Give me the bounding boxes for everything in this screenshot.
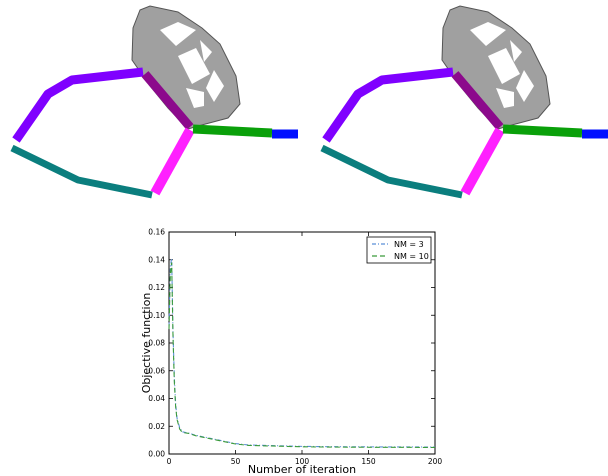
left-link-violet <box>12 67 144 143</box>
y-tick-label: 0.08 <box>148 339 165 348</box>
right-link-purple <box>451 71 504 130</box>
right-mesh-hole-4 <box>516 70 534 102</box>
y-tick-label: 0.06 <box>148 366 165 375</box>
left-mesh-hole-5 <box>186 88 204 108</box>
right-mesh-hole-2 <box>510 40 522 62</box>
y-tick-label: 0.14 <box>148 255 165 264</box>
x-tick-label: 0 <box>167 457 172 466</box>
series-lines <box>168 258 436 449</box>
left-link-green <box>192 124 273 138</box>
y-tick-label: 0.00 <box>148 450 165 459</box>
y-tick-label: 0.12 <box>148 283 165 292</box>
right-link-green <box>502 124 583 138</box>
legend-label-nm3: NM = 3 <box>394 240 424 249</box>
right-mesh-hole-1 <box>470 22 506 46</box>
left-mesh-hole-3 <box>178 48 210 84</box>
plot-area <box>168 231 436 455</box>
legend-label-nm10: NM = 10 <box>394 252 429 261</box>
right-link-violet <box>322 67 454 143</box>
y-tick-label: 0.10 <box>148 311 165 320</box>
right-linkage <box>320 5 608 199</box>
left-mesh-hole-2 <box>200 40 212 62</box>
left-link-teal <box>10 144 153 199</box>
y-tick-label: 0.04 <box>148 394 165 403</box>
y-axis-ticks: 0.00 0.02 0.04 0.06 0.08 0.10 0.12 0.14 0.16 <box>148 228 435 459</box>
y-axis-title: Objective function <box>140 293 153 394</box>
left-link-purple <box>141 71 194 130</box>
right-link-teal <box>320 144 463 199</box>
x-tick-label: 150 <box>361 457 376 466</box>
x-tick-label: 100 <box>295 457 310 466</box>
x-axis-ticks: 0 50 100 150 200 <box>167 232 443 466</box>
legend-box <box>366 236 432 264</box>
left-linkage <box>10 5 298 199</box>
right-link-magenta <box>460 127 505 196</box>
left-mesh-hole-4 <box>206 70 224 102</box>
y-tick-label: 0.02 <box>148 422 165 431</box>
y-tick-label: 0.16 <box>148 228 165 237</box>
right-mesh-hole-3 <box>488 48 520 84</box>
x-axis-title: Number of iteration <box>248 463 356 476</box>
right-mesh-hole-5 <box>496 88 514 108</box>
left-mesh-hole-1 <box>160 22 196 46</box>
x-tick-label: 50 <box>231 457 241 466</box>
x-tick-label: 200 <box>428 457 443 466</box>
left-link-magenta <box>150 127 195 196</box>
series-line-nm10 <box>168 262 436 449</box>
legend: NM = 3 NM = 10 <box>366 236 432 264</box>
